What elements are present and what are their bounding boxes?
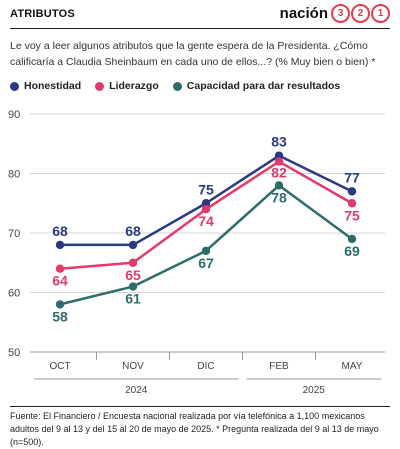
data-label: 64 [52, 273, 68, 289]
data-point [128, 240, 138, 250]
data-point [55, 264, 65, 273]
data-label: 82 [271, 165, 287, 181]
chart-legend: Honestidad Liderazgo Capacidad para dar … [10, 80, 340, 92]
data-point [274, 181, 284, 190]
legend-swatch [172, 81, 182, 91]
header: ATRIBUTOS nación 3 2 1 [0, 0, 400, 30]
data-label: 83 [271, 134, 287, 150]
line-chart: 50 60 70 80 90 OCT NOV DIC FEB MAY 2024 2025 68 68 75 8… [8, 109, 385, 396]
data-label: 75 [344, 207, 360, 223]
data-point [128, 282, 138, 291]
footer-divider [10, 406, 390, 407]
data-label: 77 [344, 169, 360, 185]
data-label: 68 [125, 223, 141, 239]
year-label: 2025 [303, 385, 326, 396]
legend-swatch [10, 81, 19, 91]
y-tick-label: 70 [8, 228, 20, 240]
data-point [128, 258, 138, 267]
data-label: 67 [198, 255, 214, 271]
brand-digit: 1 [371, 4, 390, 23]
data-label: 78 [271, 189, 287, 205]
data-label: 68 [52, 223, 68, 239]
x-tick-label: DIC [197, 361, 214, 372]
year-label: 2024 [125, 385, 148, 396]
data-point [201, 246, 211, 256]
legend-label: Liderazgo [109, 80, 159, 92]
x-tick-label: MAY [342, 361, 363, 372]
y-tick-label: 90 [8, 109, 20, 121]
data-label: 61 [125, 291, 141, 307]
data-label: 75 [198, 181, 214, 197]
brand-digit: 3 [331, 4, 350, 23]
data-point [347, 234, 357, 244]
data-point [347, 187, 357, 196]
brand-digit: 2 [351, 4, 370, 23]
y-tick-label: 80 [8, 169, 20, 181]
x-tick-label: OCT [49, 361, 70, 372]
source-note: Fuente: El Financiero / Encuesta naciona… [10, 411, 379, 447]
legend-label: Capacidad para dar resultados [186, 80, 341, 92]
data-label: 58 [52, 308, 68, 324]
chart-subtitle: Le voy a leer algunos atributos que la g… [10, 40, 376, 68]
legend-label: Honestidad [24, 80, 82, 92]
data-label: 74 [198, 213, 214, 229]
data-point [347, 199, 357, 208]
data-point [201, 199, 211, 208]
brand-logo: nación 3 2 1 [280, 4, 390, 23]
x-tick-label: NOV [122, 361, 144, 372]
legend-swatch [95, 81, 105, 91]
data-label: 69 [344, 243, 360, 259]
data-point [55, 300, 65, 309]
data-point [55, 240, 65, 250]
legend-item-capacidad: Capacidad para dar resultados [172, 80, 341, 92]
data-point [274, 157, 284, 166]
data-label: 65 [125, 267, 141, 283]
brand-word: nación [279, 5, 328, 22]
data-point [201, 205, 211, 214]
x-tick-label: FEB [269, 361, 289, 372]
y-tick-label: 60 [8, 288, 20, 300]
legend-item-honestidad: Honestidad [10, 80, 81, 92]
page-title: ATRIBUTOS [10, 8, 75, 20]
legend-item-liderazgo: Liderazgo [95, 80, 159, 92]
data-point [274, 151, 284, 160]
header-divider [10, 28, 390, 29]
y-tick-label: 50 [8, 347, 20, 359]
